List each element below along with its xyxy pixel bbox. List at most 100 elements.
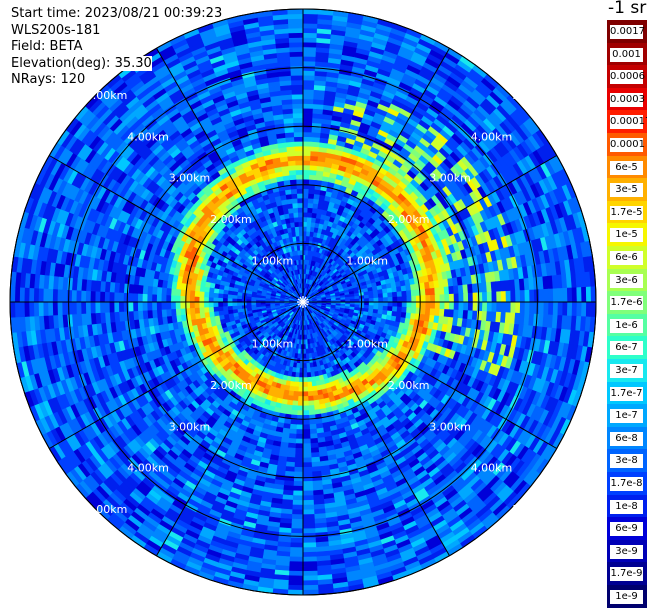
beta-cell (435, 302, 440, 309)
beta-cell (303, 19, 318, 24)
beta-cell (567, 288, 572, 302)
beta-cell (303, 174, 310, 179)
beta-cell (397, 307, 402, 313)
beta-cell (293, 496, 303, 501)
beta-cell (520, 302, 525, 314)
beta-cell (299, 378, 303, 383)
beta-cell (303, 566, 317, 571)
beta-cell (303, 99, 314, 104)
beta-cell (291, 529, 303, 534)
beta-cell (299, 368, 303, 373)
beta-cell (303, 189, 309, 194)
beta-cell (303, 179, 309, 184)
beta-cell (303, 127, 312, 132)
beta-cell (449, 302, 454, 310)
beta-cell (292, 405, 298, 410)
beta-cell (309, 420, 316, 425)
beta-cell (307, 382, 312, 387)
beta-cell (290, 547, 303, 552)
beta-cell (402, 302, 407, 307)
beta-cell (308, 212, 313, 217)
beta-cell (393, 297, 398, 302)
beta-cell (402, 297, 407, 302)
beta-cell (407, 296, 412, 302)
beta-cell (544, 302, 549, 315)
beta-cell (298, 392, 303, 397)
beta-cell (303, 491, 313, 496)
beta-cell (406, 291, 411, 297)
beta-cell (482, 302, 487, 312)
beta-cell (303, 510, 314, 515)
beta-cell (303, 458, 311, 463)
beta-cell (577, 302, 582, 317)
beta-cell (303, 524, 315, 529)
beta-cell (292, 510, 303, 515)
beta-cell (515, 302, 520, 313)
beta-cell (539, 302, 544, 315)
beta-cell (297, 411, 303, 416)
beta-cell (303, 580, 318, 585)
beta-cell (303, 70, 315, 75)
beta-cell (293, 491, 303, 496)
beta-cell (303, 170, 310, 175)
beta-cell (525, 302, 530, 314)
beta-cell (303, 496, 313, 501)
beta-cell (515, 291, 520, 302)
beta-cell (303, 396, 308, 401)
beta-cell (430, 288, 435, 295)
beta-cell (290, 552, 303, 557)
beta-cell (290, 420, 297, 425)
beta-cell (303, 444, 311, 449)
beta-cell (544, 289, 549, 302)
beta-cell (303, 89, 314, 94)
beta-cell (308, 208, 313, 213)
beta-cell (303, 156, 311, 161)
beta-cell (425, 289, 430, 296)
beta-cell (294, 472, 303, 477)
beta-cell (449, 294, 454, 302)
beta-cell (309, 179, 316, 184)
beta-cell (303, 226, 307, 231)
beta-cell (291, 410, 297, 415)
beta-cell (303, 141, 311, 146)
beta-cell (374, 294, 379, 298)
beta-cell (430, 295, 435, 302)
beta-cell (430, 309, 435, 316)
beta-cell (303, 37, 317, 42)
beta-cell (303, 198, 308, 203)
beta-cell (308, 198, 314, 203)
beta-cell (303, 14, 318, 19)
beta-cell (295, 453, 303, 458)
beta-cell (563, 288, 568, 302)
beta-cell (303, 151, 311, 156)
beta-cell (511, 291, 516, 302)
beta-cell (293, 481, 303, 486)
beta-cell (473, 293, 478, 302)
beta-cell (303, 401, 308, 406)
beta-cell (388, 297, 393, 302)
beta-cell (530, 290, 535, 302)
beta-cell (473, 302, 478, 311)
beta-cell (435, 295, 440, 302)
beta-cell (364, 299, 369, 303)
beta-cell (303, 429, 310, 434)
beta-cell (289, 429, 296, 434)
beta-cell (553, 302, 558, 315)
beta-cell (308, 194, 314, 199)
beta-cell (303, 411, 309, 416)
beta-cell (303, 208, 308, 213)
beta-cell (310, 170, 317, 175)
beta-cell (511, 302, 516, 313)
beta-cell (293, 396, 299, 401)
beta-cell (553, 289, 558, 302)
beta-cell (303, 222, 307, 227)
beta-cell (303, 47, 316, 52)
beta-cell (296, 434, 303, 439)
beta-cell (303, 557, 317, 562)
beta-cell (487, 292, 492, 302)
beta-cell (445, 294, 450, 302)
beta-cell (303, 378, 307, 383)
beta-cell (459, 294, 464, 302)
beta-cell (402, 307, 407, 313)
beta-cell (374, 302, 379, 306)
